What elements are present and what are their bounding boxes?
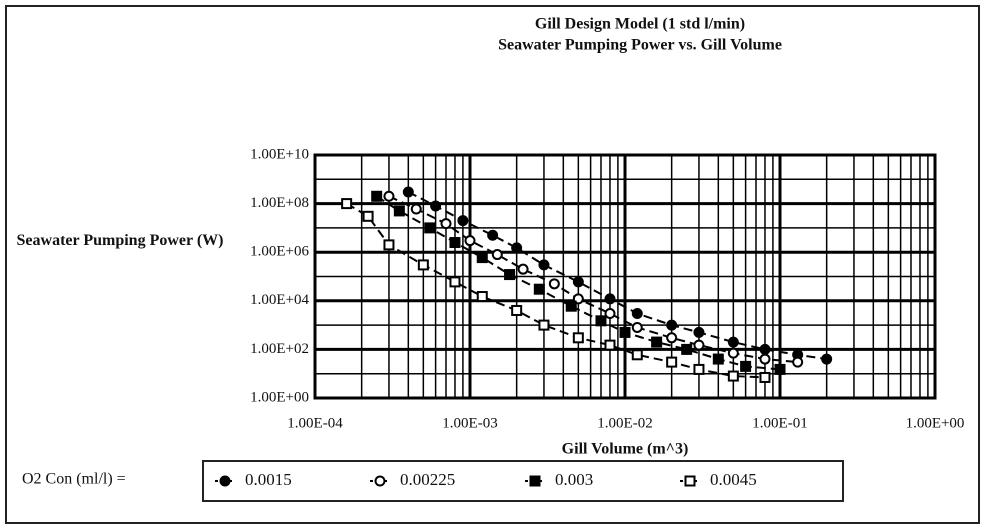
marker xyxy=(440,218,452,230)
marker xyxy=(491,249,503,261)
marker xyxy=(219,475,231,487)
marker xyxy=(565,300,577,312)
marker xyxy=(693,363,705,375)
marker xyxy=(402,186,414,198)
series-line xyxy=(376,195,781,371)
marker xyxy=(693,326,705,338)
marker xyxy=(371,190,383,202)
marker xyxy=(712,353,724,365)
marker xyxy=(533,283,545,295)
marker xyxy=(487,229,499,241)
marker xyxy=(759,371,771,383)
x-tick-label: 1.00E+00 xyxy=(906,415,965,431)
marker xyxy=(684,475,696,487)
chart-title: Gill Design Model (1 std l/min) xyxy=(535,16,745,33)
marker xyxy=(666,356,678,368)
y-tick-label: 1.00E+06 xyxy=(250,244,309,260)
marker xyxy=(759,353,771,365)
marker xyxy=(511,304,523,316)
y-tick-label: 1.00E+10 xyxy=(250,146,309,162)
y-tick-label: 1.00E+00 xyxy=(250,389,309,405)
y-axis-label: Seawater Pumping Power (W) xyxy=(16,232,224,249)
marker xyxy=(449,237,461,249)
marker xyxy=(651,336,663,348)
marker xyxy=(449,276,461,288)
marker xyxy=(631,349,643,361)
frame xyxy=(5,5,980,524)
marker xyxy=(727,336,739,348)
marker xyxy=(538,259,550,271)
y-tick-label: 1.00E+08 xyxy=(250,195,309,211)
y-tick-label: 1.00E+02 xyxy=(250,341,309,357)
legend-label: 0.0015 xyxy=(245,470,292,489)
marker xyxy=(424,222,436,234)
series-line xyxy=(346,202,766,379)
x-tick-label: 1.00E-01 xyxy=(752,415,807,431)
x-tick-label: 1.00E-02 xyxy=(597,415,652,431)
marker xyxy=(666,332,678,344)
marker xyxy=(740,360,752,372)
marker xyxy=(529,475,541,487)
marker xyxy=(681,343,693,355)
marker xyxy=(383,190,395,202)
marker xyxy=(619,326,631,338)
plot-area xyxy=(313,153,937,400)
legend-box xyxy=(202,460,844,502)
legend-title: O2 Con (ml/l) = xyxy=(22,471,126,488)
marker xyxy=(631,321,643,333)
marker xyxy=(774,363,786,375)
marker xyxy=(821,353,833,365)
x-tick-label: 1.00E-03 xyxy=(442,415,497,431)
legend-label: 0.0045 xyxy=(710,470,757,489)
marker xyxy=(604,339,616,351)
marker xyxy=(430,200,442,212)
marker xyxy=(457,215,469,227)
marker xyxy=(417,259,429,271)
x-tick-label: 1.00E-04 xyxy=(287,415,343,431)
y-tick-label: 1.00E+04 xyxy=(250,292,309,308)
marker xyxy=(464,235,476,247)
marker xyxy=(538,319,550,331)
marker xyxy=(727,347,739,359)
marker xyxy=(759,343,771,355)
marker xyxy=(693,339,705,351)
marker xyxy=(517,263,529,275)
marker xyxy=(383,239,395,251)
marker xyxy=(727,370,739,382)
marker xyxy=(476,252,488,264)
marker xyxy=(631,308,643,320)
legend-label: 0.00225 xyxy=(400,470,455,489)
marker xyxy=(504,269,516,281)
marker xyxy=(511,242,523,254)
chart-subtitle: Seawater Pumping Power vs. Gill Volume xyxy=(498,37,782,54)
marker xyxy=(362,210,374,222)
marker xyxy=(410,203,422,215)
marker xyxy=(666,319,678,331)
marker xyxy=(572,276,584,288)
marker xyxy=(341,198,353,210)
marker xyxy=(393,205,405,217)
legend-label: 0.003 xyxy=(555,470,593,489)
marker xyxy=(548,278,560,290)
marker xyxy=(595,315,607,327)
marker xyxy=(374,475,386,487)
marker xyxy=(792,356,804,368)
marker xyxy=(604,308,616,320)
marker xyxy=(572,332,584,344)
marker xyxy=(604,293,616,305)
x-axis-label: Gill Volume (m^3) xyxy=(562,441,689,458)
marker xyxy=(476,291,488,303)
